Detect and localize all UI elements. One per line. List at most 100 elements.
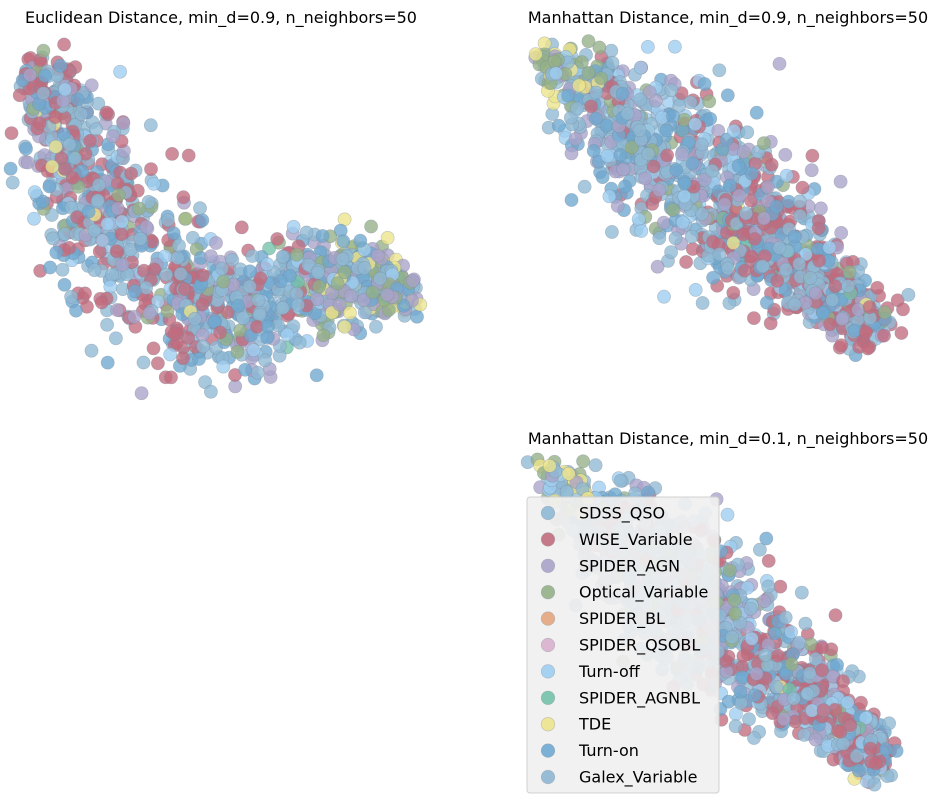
scatter-point xyxy=(572,78,586,93)
scatter-point xyxy=(657,289,671,304)
scatter-point xyxy=(127,309,142,324)
scatter-point xyxy=(87,223,102,238)
scatter-point xyxy=(702,94,717,109)
scatter-point xyxy=(559,484,574,499)
scatter-point xyxy=(115,214,129,229)
scatter-point xyxy=(633,92,648,107)
scatter-point xyxy=(275,249,290,264)
scatter-point xyxy=(234,220,249,235)
scatter-point xyxy=(55,262,70,277)
scatter-point xyxy=(882,716,896,731)
scatter-point xyxy=(717,197,732,212)
scatter-point xyxy=(315,229,330,243)
scatter-point xyxy=(641,146,656,161)
scatter-point xyxy=(703,111,718,126)
scatter-point xyxy=(369,319,383,334)
scatter-point xyxy=(143,118,158,133)
scatter-point xyxy=(706,270,720,285)
scatter-point xyxy=(581,65,596,80)
scatter-point xyxy=(795,180,810,195)
scatter-point xyxy=(772,240,787,255)
scatter-point xyxy=(811,221,826,236)
scatter-point xyxy=(638,171,653,186)
scatter-point xyxy=(815,640,829,655)
scatter-point xyxy=(602,189,617,204)
scatter-point xyxy=(195,268,210,283)
legend-marker xyxy=(540,505,556,521)
scatter-point xyxy=(56,93,70,108)
legend-label: TDE xyxy=(578,715,611,734)
legend-label: WISE_Variable xyxy=(579,530,693,550)
scatter-point xyxy=(778,147,793,162)
scatter-point xyxy=(843,718,858,733)
scatter-point xyxy=(100,355,115,370)
scatter-point xyxy=(828,279,843,294)
scatter-point xyxy=(163,347,178,362)
scatter-point xyxy=(203,384,218,399)
scatter-point xyxy=(594,71,609,86)
legend-marker xyxy=(540,585,556,600)
scatter-point xyxy=(834,225,849,240)
scatter-point xyxy=(757,136,771,150)
scatter-point xyxy=(733,684,748,699)
scatter-point xyxy=(784,657,799,671)
scatter-point xyxy=(749,666,764,681)
scatter-point xyxy=(195,213,210,228)
scatter-point xyxy=(357,261,372,275)
scatter-point xyxy=(103,279,118,294)
scatter-point xyxy=(779,168,794,183)
legend-marker xyxy=(540,637,556,653)
scatter-point xyxy=(173,266,188,281)
legend-label: SPIDER_AGNBL xyxy=(579,688,700,708)
scatter-point xyxy=(133,231,148,246)
scatter-point xyxy=(668,39,682,54)
legend-marker xyxy=(540,717,556,732)
scatter-point xyxy=(124,166,139,181)
scatter-point xyxy=(726,123,741,138)
scatter-point xyxy=(12,88,27,103)
scatter-point xyxy=(84,78,99,93)
scatter-point xyxy=(632,123,647,138)
scatter-point xyxy=(849,749,864,764)
scatter-point xyxy=(42,179,57,194)
scatter-point xyxy=(808,286,823,301)
scatter-point xyxy=(901,287,916,302)
scatter-point xyxy=(764,157,779,172)
scatter-point xyxy=(292,335,307,350)
scatter-point xyxy=(641,40,655,54)
scatter-point xyxy=(747,311,761,325)
scatter-point xyxy=(332,297,347,312)
scatter-point xyxy=(330,276,345,291)
scatter-point xyxy=(805,703,819,718)
scatter-point xyxy=(64,289,78,304)
scatter-point xyxy=(823,317,837,332)
scatter-point xyxy=(27,211,41,226)
scatter-point xyxy=(697,77,712,91)
scatter-point xyxy=(728,606,742,621)
scatter-point xyxy=(170,250,185,265)
scatter-point xyxy=(599,118,614,133)
scatter-point xyxy=(561,88,576,103)
scatter-point xyxy=(877,305,892,320)
scatter-point xyxy=(736,227,751,242)
scatter-point xyxy=(250,365,265,380)
scatter-point xyxy=(816,703,831,718)
scatter-point xyxy=(877,328,891,343)
scatter-point xyxy=(814,201,828,216)
scatter-point xyxy=(260,257,275,272)
scatter-point xyxy=(136,355,151,370)
legend-label: SPIDER_QSOBL xyxy=(579,636,700,656)
scatter-point xyxy=(740,125,755,140)
scatter-point xyxy=(743,601,758,616)
legend-label: SDSS_QSO xyxy=(579,504,665,524)
scatter-point xyxy=(721,694,736,709)
scatter-point xyxy=(405,273,420,288)
scatter-point xyxy=(46,231,60,246)
scatter-point xyxy=(185,230,200,245)
scatter-point xyxy=(187,311,202,326)
scatter-point xyxy=(547,54,562,69)
scatter-point xyxy=(177,282,192,296)
scatter-point xyxy=(114,227,129,242)
scatter-point xyxy=(605,225,619,239)
scatter-point xyxy=(859,325,873,339)
